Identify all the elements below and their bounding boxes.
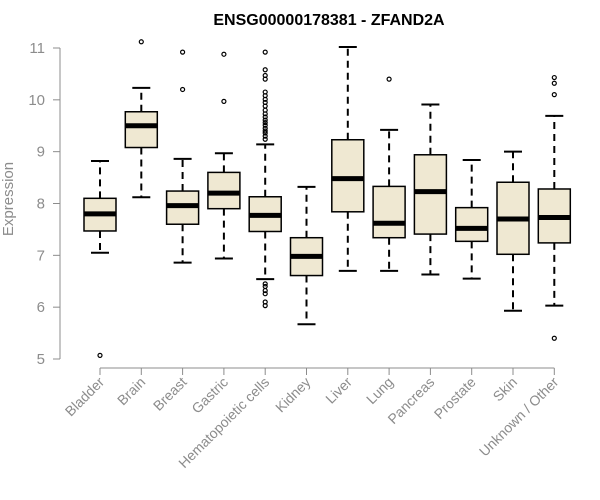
x-tick-label: Prostate (431, 374, 479, 422)
box-iqr (124, 111, 159, 149)
x-tick-label: Skin (490, 374, 521, 405)
outlier-point (551, 335, 557, 341)
box-group (124, 39, 159, 199)
outlier-point (262, 122, 268, 128)
outlier-point (138, 39, 144, 45)
box-group (207, 51, 241, 260)
outlier-point (262, 67, 268, 73)
box-group (454, 158, 489, 280)
outlier-point (262, 281, 268, 287)
outlier-point (551, 80, 557, 86)
outlier-point (262, 291, 268, 297)
box-iqr (454, 206, 489, 243)
box-group (496, 150, 530, 312)
y-tick-label: 8 (37, 196, 45, 213)
outlier-point (262, 49, 268, 55)
box-iqr (413, 154, 448, 235)
y-axis-label: Expression (0, 162, 17, 236)
box-group (413, 103, 448, 276)
outlier-point (262, 117, 268, 123)
x-tick-label: Kidney (272, 374, 314, 416)
x-tick-label: Bladder (62, 374, 108, 420)
y-tick-label: 5 (37, 351, 45, 368)
outlier-point (551, 92, 557, 98)
outlier-point (180, 86, 186, 93)
outlier-point (262, 133, 268, 139)
outlier-point (262, 136, 268, 142)
outlier-point (262, 299, 268, 305)
outlier-point (180, 49, 186, 55)
box-group (331, 45, 365, 272)
y-tick-label: 11 (29, 40, 45, 57)
x-tick-label: Brain (114, 374, 148, 408)
box-group (83, 159, 117, 358)
outlier-point (262, 130, 268, 136)
x-tick-label: Liver (322, 374, 355, 407)
outlier-point (386, 76, 392, 82)
y-tick-label: 6 (37, 299, 45, 316)
outlier-point (262, 72, 268, 79)
box-group (537, 74, 572, 341)
box-group (165, 49, 200, 264)
box-group (372, 76, 406, 272)
outlier-point (551, 74, 557, 81)
outlier-point (262, 128, 268, 134)
box-iqr (207, 171, 241, 210)
y-tick-label: 9 (37, 144, 45, 161)
outlier-point (262, 89, 268, 95)
box-group (289, 185, 324, 326)
outlier-point (97, 352, 103, 358)
outlier-point (262, 120, 268, 126)
outlier-point (221, 98, 227, 104)
box-group (248, 49, 282, 309)
box-iqr (331, 138, 365, 213)
outlier-point (221, 51, 227, 57)
outlier-point (262, 114, 268, 120)
y-axis: 5 6 7 8 9 10 11 (28, 40, 61, 368)
outlier-point (262, 107, 268, 113)
outlier-point (262, 125, 268, 131)
box-iqr (372, 185, 406, 239)
chart-title: ENSG00000178381 - ZFAND2A (213, 12, 445, 29)
x-tick-label: Breast (150, 374, 190, 414)
outlier-point (262, 99, 268, 106)
y-tick-label: 10 (28, 92, 45, 109)
box-series (83, 39, 572, 358)
outlier-point (262, 283, 268, 290)
y-tick-label: 7 (37, 247, 45, 264)
x-tick-label: Lung (363, 374, 396, 407)
